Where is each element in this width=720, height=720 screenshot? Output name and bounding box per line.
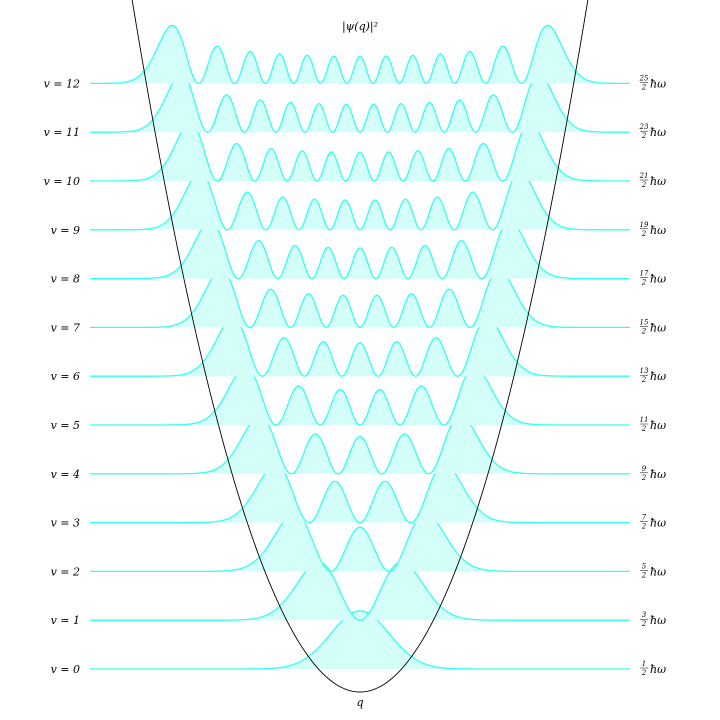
energy-unit-v9: ħω bbox=[650, 224, 666, 237]
level-label-v6: v = 6 bbox=[51, 370, 80, 383]
energy-denominator-v10: 2 bbox=[641, 181, 647, 189]
energy-unit-v4: ħω bbox=[650, 468, 666, 481]
wavefunction-fill-v8 bbox=[90, 220, 630, 279]
wavefunction-line-v7 bbox=[90, 268, 630, 329]
energy-numerator-v9: 19 bbox=[640, 221, 649, 229]
wavefunction-line-v12 bbox=[90, 24, 630, 85]
energy-numerator-v0: 1 bbox=[642, 660, 646, 668]
level-label-v9: v = 9 bbox=[51, 224, 80, 237]
energy-unit-v8: ħω bbox=[650, 273, 666, 286]
energy-unit-v12: ħω bbox=[650, 77, 666, 90]
wavefunction-line-v4 bbox=[90, 415, 630, 475]
energy-unit-v5: ħω bbox=[650, 419, 666, 432]
energy-numerator-v2: 5 bbox=[642, 562, 647, 570]
energy-numerator-v10: 21 bbox=[639, 172, 649, 180]
energy-denominator-v9: 2 bbox=[641, 230, 647, 238]
energy-numerator-v5: 11 bbox=[640, 416, 649, 424]
energy-denominator-v4: 2 bbox=[641, 474, 647, 482]
energy-denominator-v12: 2 bbox=[641, 83, 647, 91]
energy-denominator-v7: 2 bbox=[641, 327, 647, 335]
wavefunction-fill-v12 bbox=[90, 25, 630, 84]
wavefunction-line-v8 bbox=[90, 219, 630, 280]
level-label-v0: v = 0 bbox=[51, 663, 80, 676]
energy-unit-v3: ħω bbox=[650, 517, 666, 530]
energy-numerator-v12: 25 bbox=[639, 74, 649, 82]
energy-numerator-v3: 7 bbox=[642, 514, 647, 522]
level-labels: v = 0 12 ħωv = 1 32 ħωv = 2 52 ħωv = 3 72 ħωv = … bbox=[44, 74, 667, 677]
level-label-v1: v = 1 bbox=[51, 614, 80, 627]
energy-denominator-v6: 2 bbox=[641, 376, 647, 384]
energy-unit-v6: ħω bbox=[650, 370, 666, 383]
energy-denominator-v0: 2 bbox=[641, 669, 647, 677]
chart-title: |ψ(q)|² bbox=[342, 20, 378, 34]
energy-unit-v1: ħω bbox=[650, 614, 666, 627]
energy-unit-v7: ħω bbox=[650, 321, 666, 334]
wavefunction-fill-v11 bbox=[90, 74, 630, 133]
energy-numerator-v11: 23 bbox=[639, 123, 649, 131]
energy-denominator-v3: 2 bbox=[641, 523, 647, 531]
wavefunction-fill-v10 bbox=[90, 123, 630, 181]
wavefunction-fill-v5 bbox=[90, 367, 630, 425]
wavefunction-line-v10 bbox=[90, 122, 630, 182]
energy-denominator-v2: 2 bbox=[641, 571, 647, 579]
level-label-v7: v = 7 bbox=[51, 321, 80, 334]
level-label-v11: v = 11 bbox=[44, 126, 80, 139]
energy-numerator-v8: 17 bbox=[640, 270, 649, 278]
energy-denominator-v5: 2 bbox=[641, 425, 647, 433]
level-label-v12: v = 12 bbox=[44, 77, 80, 90]
energy-denominator-v1: 2 bbox=[641, 620, 647, 628]
energy-numerator-v1: 3 bbox=[642, 611, 647, 619]
wavefunction-line-v1 bbox=[90, 561, 630, 621]
wavefunction-fill-v2 bbox=[90, 513, 630, 572]
x-axis-label: q bbox=[356, 696, 363, 709]
energy-denominator-v11: 2 bbox=[641, 132, 647, 140]
wavefunction-curves bbox=[90, 24, 630, 670]
level-label-v3: v = 3 bbox=[51, 517, 80, 530]
potential-parabola bbox=[131, 0, 589, 693]
energy-denominator-v8: 2 bbox=[641, 279, 647, 287]
wavefunction-line-v6 bbox=[90, 317, 630, 377]
wavefunction-line-v2 bbox=[90, 512, 630, 573]
energy-numerator-v4: 9 bbox=[642, 465, 647, 473]
energy-numerator-v6: 13 bbox=[640, 367, 649, 375]
wavefunction-fill-v9 bbox=[90, 171, 630, 230]
level-label-v5: v = 5 bbox=[51, 419, 80, 432]
wavefunction-line-v3 bbox=[90, 463, 630, 524]
level-label-v8: v = 8 bbox=[51, 273, 80, 286]
wavefunction-fill-v7 bbox=[90, 269, 630, 328]
energy-unit-v10: ħω bbox=[650, 175, 666, 188]
energy-unit-v0: ħω bbox=[650, 663, 666, 676]
wavefunction-line-v5 bbox=[90, 366, 630, 426]
wavefunction-fill-v4 bbox=[90, 415, 630, 474]
wavefunction-line-v9 bbox=[90, 171, 630, 231]
wavefunction-fill-v0 bbox=[90, 611, 630, 669]
level-label-v10: v = 10 bbox=[44, 175, 80, 188]
wavefunction-fill-v6 bbox=[90, 318, 630, 377]
level-label-v2: v = 2 bbox=[51, 565, 80, 578]
energy-numerator-v7: 15 bbox=[640, 318, 649, 326]
energy-unit-v11: ħω bbox=[650, 126, 666, 139]
level-label-v4: v = 4 bbox=[51, 468, 80, 481]
energy-unit-v2: ħω bbox=[650, 565, 666, 578]
wavefunction-line-v0 bbox=[90, 610, 630, 670]
